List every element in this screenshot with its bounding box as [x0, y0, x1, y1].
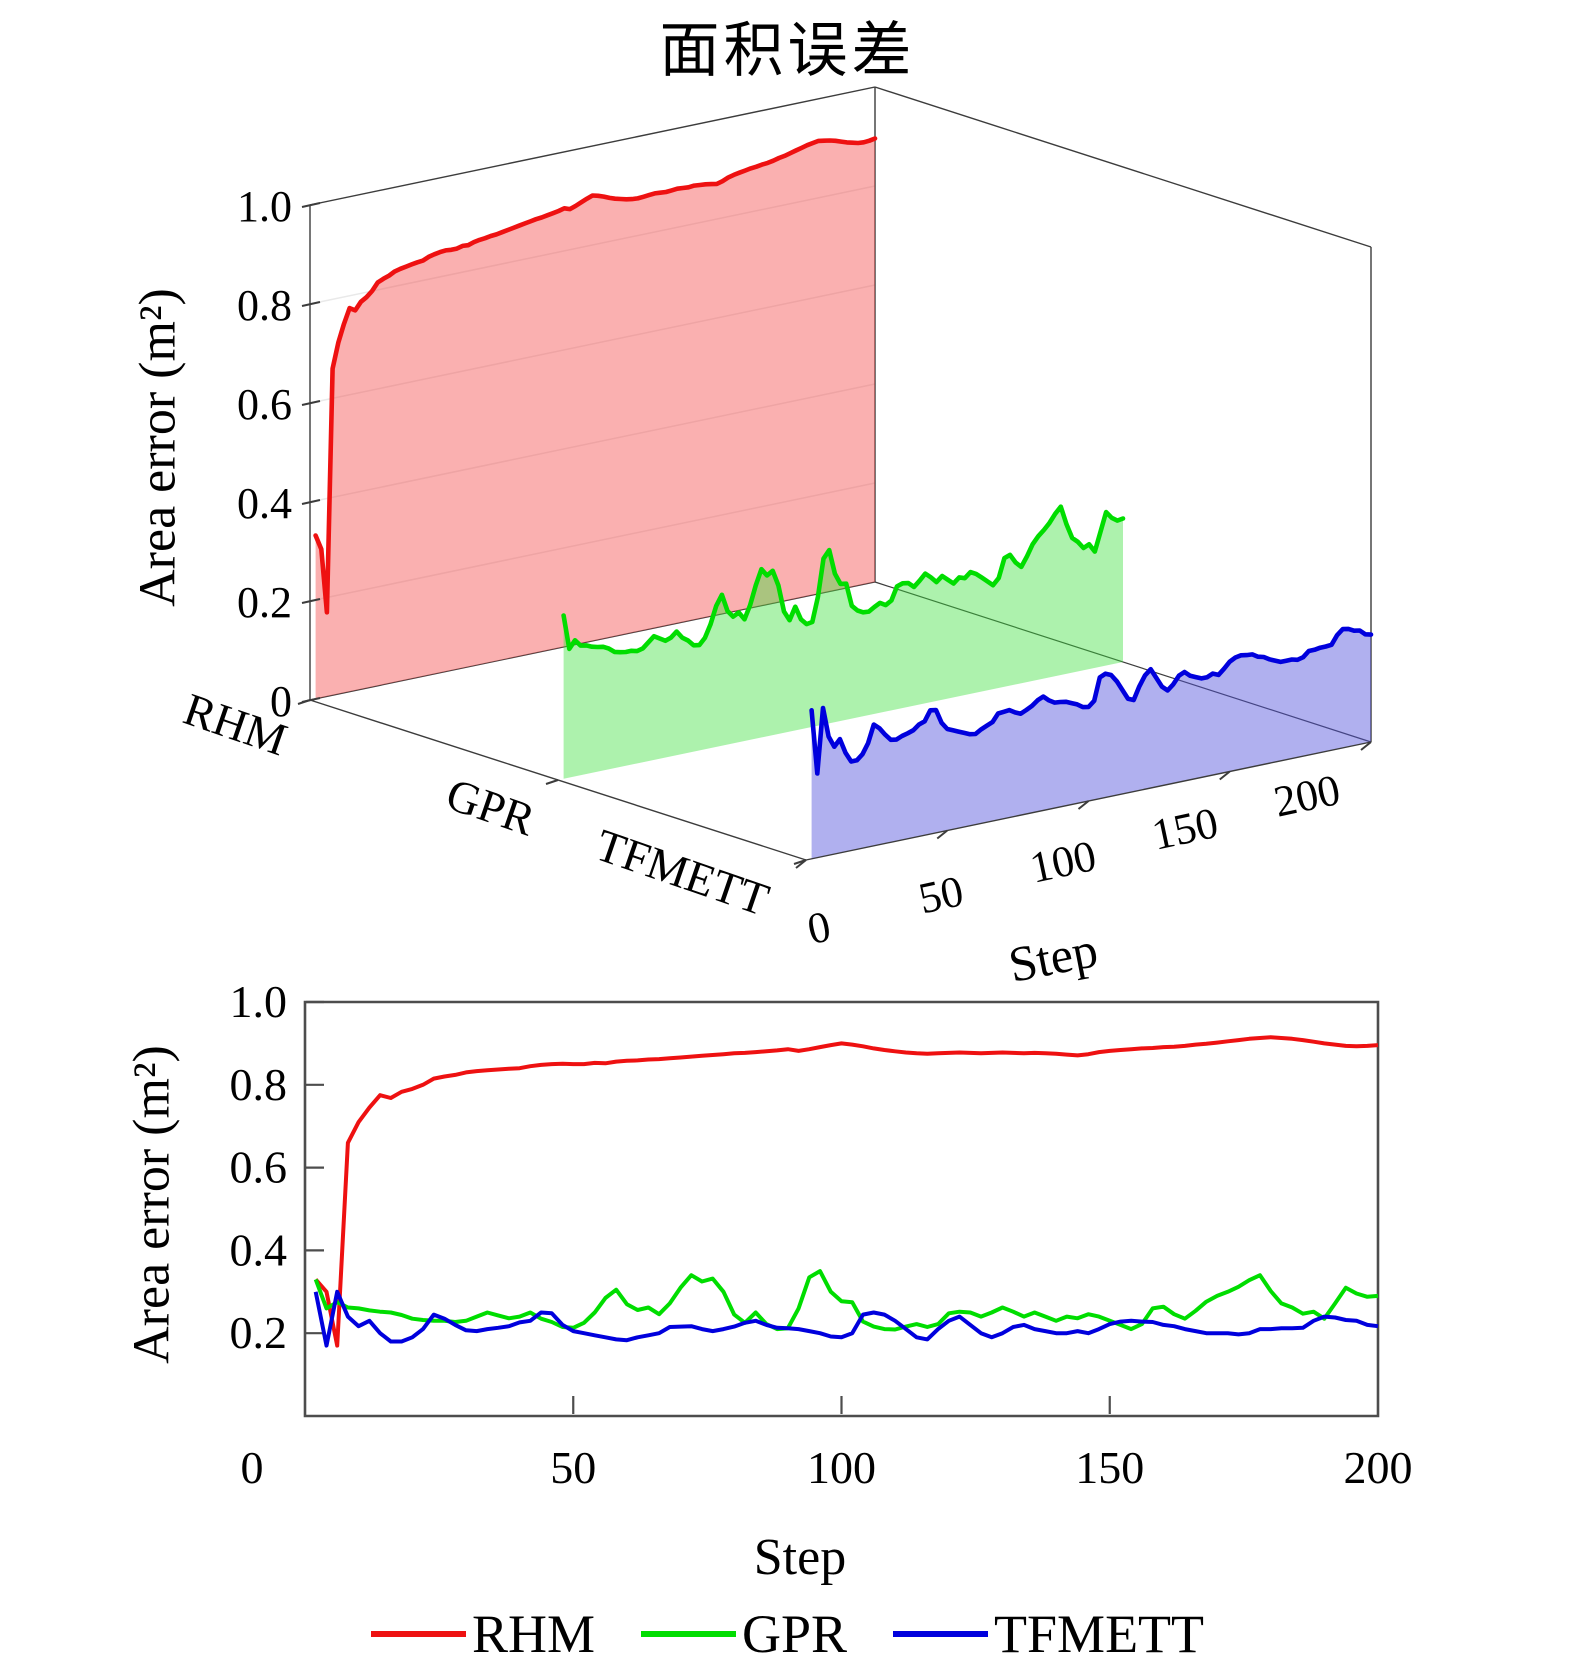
ribbon-fill-GPR [563, 506, 1123, 779]
legend-label-rhm: RHM [471, 1604, 595, 1664]
step-tick [795, 859, 807, 869]
series-tick [297, 699, 311, 705]
z-gridline [309, 482, 876, 602]
step-tick-label: 0 [803, 902, 835, 955]
box-floor-edge [874, 581, 1372, 743]
z-tick-label: 0.2 [237, 578, 292, 627]
step-tick [936, 829, 948, 840]
legend-item-tfmett: TFMETT [893, 1603, 1204, 1665]
legend-label-gpr: GPR [741, 1604, 848, 1664]
series-tick-label: GPR [440, 768, 542, 845]
ribbon-RHM [313, 136, 878, 699]
legend-line-rhm [370, 1631, 466, 1637]
y-tick-label: 0.8 [230, 1059, 288, 1110]
ribbon-fill-TFMETT [811, 628, 1371, 859]
plot-2d: 0.2 0.4 0.6 0.8 1.0 0 50 100 150 200 [230, 976, 1413, 1493]
step-tick [1360, 741, 1372, 751]
plot-2d-frame [303, 1000, 1380, 1418]
z-tick-label: 0 [270, 677, 292, 726]
ribbon-TFMETT [809, 626, 1374, 859]
series-tick [545, 779, 559, 785]
x-tick-label: 150 [1075, 1442, 1144, 1493]
z-gridline [309, 284, 876, 404]
x-tick-label: 200 [1344, 1442, 1413, 1493]
y-tick-label: 0.6 [230, 1142, 288, 1193]
z-tick [301, 202, 321, 208]
legend-line-tfmett [893, 1631, 989, 1637]
step-tick [1219, 770, 1231, 781]
legend-item-rhm: RHM [370, 1603, 595, 1665]
z-tick-label: 0.8 [237, 281, 292, 330]
curve-3d-GPR [561, 504, 1126, 655]
x-tick-label: 0 [241, 1442, 264, 1493]
box-edge [309, 86, 876, 206]
z-tick-label: 1.0 [237, 182, 292, 231]
z-tick [301, 598, 321, 604]
step-tick-label: 50 [914, 866, 967, 923]
step-tick-label: 200 [1270, 765, 1345, 827]
box-edge [874, 86, 1372, 248]
y-tick-label: 1.0 [230, 976, 288, 1027]
curve-3d-RHM [313, 136, 878, 615]
x-tick-label: 100 [807, 1442, 876, 1493]
z-tick-label: 0.6 [237, 380, 292, 429]
legend: RHM GPR TFMETT [0, 1603, 1575, 1665]
step-tick [1077, 800, 1090, 810]
step-tick-label: 150 [1148, 798, 1223, 860]
z-gridline [309, 185, 876, 305]
legend-item-gpr: GPR [640, 1603, 848, 1665]
curve-2d-TFMETT [313, 1289, 1379, 1348]
z-tick [301, 499, 321, 505]
curve-2d-GPR [313, 1269, 1379, 1332]
ribbon-fill-RHM [315, 138, 876, 699]
z-gridline [309, 383, 876, 503]
step-tick-label: 100 [1026, 831, 1101, 893]
z-axis-label-3d: Area error (m²) [129, 288, 187, 607]
chart-title: 面积误差 [659, 18, 916, 84]
y-tick-label: 0.2 [230, 1307, 288, 1358]
curve-2d-RHM [314, 1035, 1379, 1348]
z-tick-label: 0.4 [237, 479, 292, 528]
z-tick [301, 400, 321, 406]
series-tick-label: TFMETT [590, 819, 776, 925]
curve-3d-TFMETT [809, 626, 1374, 776]
z-tick [301, 301, 321, 307]
x-tick-label: 50 [550, 1442, 596, 1493]
legend-label-tfmett: TFMETT [994, 1604, 1205, 1664]
y-axis-label-2d: Area error (m²) [123, 1045, 181, 1364]
y-tick-label: 0.4 [230, 1224, 288, 1275]
legend-line-gpr [640, 1631, 736, 1637]
x-axis-label-2d: Step [753, 1529, 847, 1586]
ribbon-GPR [561, 504, 1126, 779]
